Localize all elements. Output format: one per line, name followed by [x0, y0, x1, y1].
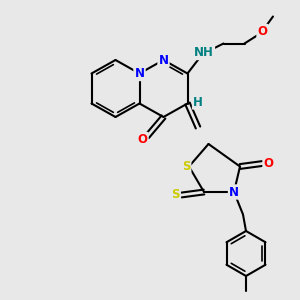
Text: O: O — [257, 25, 268, 38]
Text: O: O — [263, 157, 274, 170]
Text: H: H — [193, 95, 203, 109]
Text: S: S — [182, 160, 190, 173]
Text: S: S — [171, 188, 180, 202]
Text: O: O — [137, 133, 148, 146]
Text: N: N — [158, 53, 169, 67]
Text: N: N — [229, 185, 239, 199]
Text: NH: NH — [194, 46, 214, 59]
Text: N: N — [134, 67, 145, 80]
